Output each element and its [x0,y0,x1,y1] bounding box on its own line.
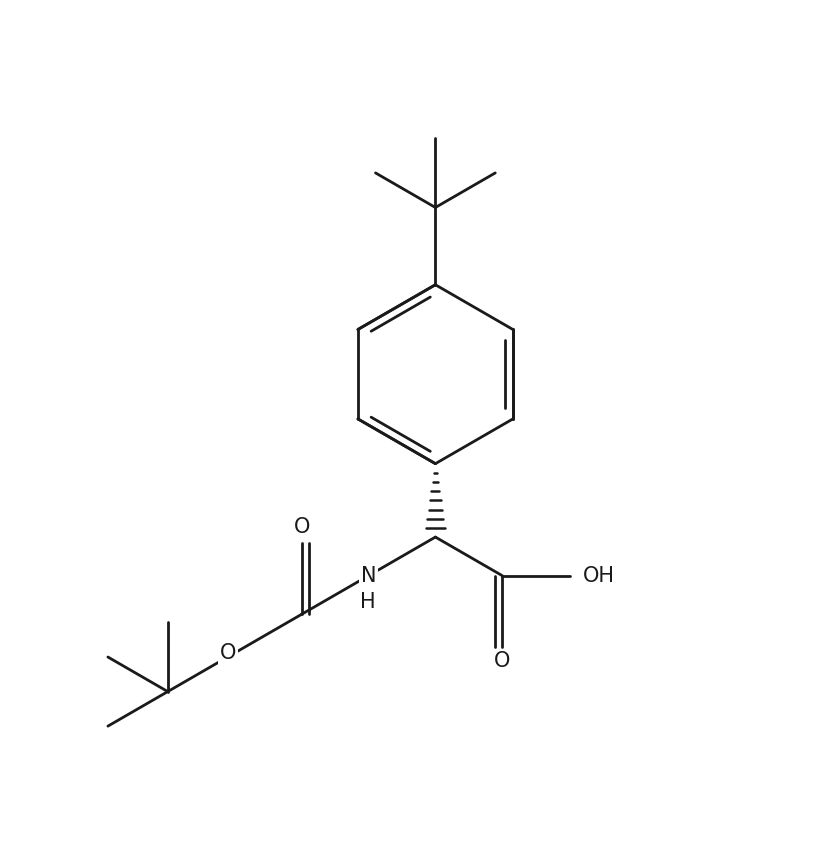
Text: O: O [293,517,310,537]
Text: N: N [361,566,376,585]
Text: H: H [360,591,376,612]
Text: O: O [220,643,237,663]
Text: O: O [494,651,510,672]
Text: OH: OH [583,566,615,585]
